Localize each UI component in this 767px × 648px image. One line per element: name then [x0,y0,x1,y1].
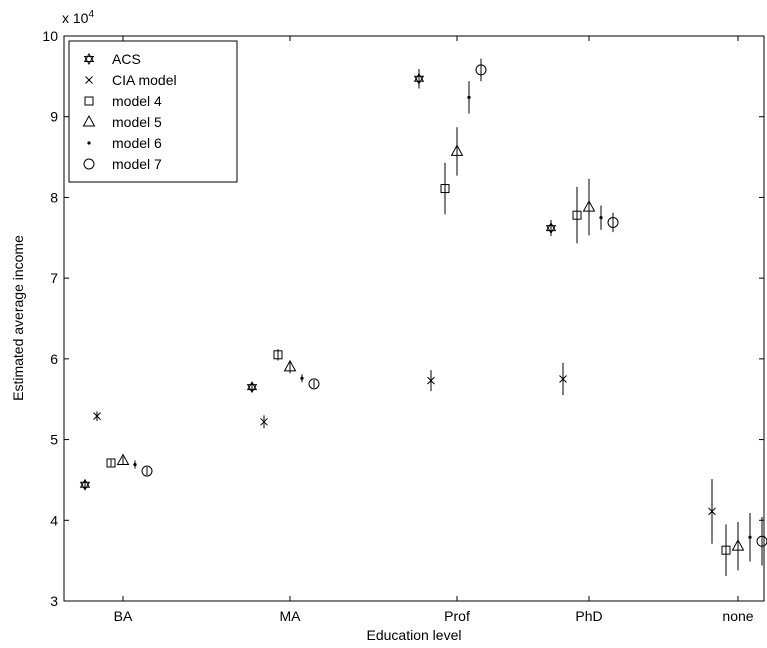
x-tick-label: PhD [575,608,602,624]
legend-box [68,40,238,183]
data-point-square [106,458,116,468]
y-axis-title: Estimated average income [10,235,26,401]
legend-label: model 4 [112,93,162,109]
data-point-x [427,376,435,385]
y-tick-label: 3 [50,593,58,609]
legend-label: ACS [112,51,141,67]
data-marks [79,58,767,576]
y-tick-label: 4 [50,512,58,528]
legend-marker-square [84,96,94,106]
data-point-x [260,417,268,426]
legend-marker-dot [87,141,91,145]
legend-marker-triangle [82,114,96,127]
data-point-triangle [731,539,745,551]
data-point-circle [141,465,153,477]
x-tick-label: Prof [444,608,470,624]
y-exponent-label: x 104 [62,9,94,26]
data-point-triangle [116,453,130,466]
y-tick-label: 10 [42,28,58,44]
legend-label: model 6 [112,135,162,151]
legend-marker-hexagram [83,52,95,66]
data-point-circle [607,216,619,228]
data-point-square [440,184,450,194]
data-point-hexagram [413,72,425,85]
x-axis: BA MA Prof PhD none [114,36,754,624]
data-point-x [708,507,716,516]
data-point-dot [133,462,137,467]
data-point-dot [748,535,752,539]
x-tick-label: MA [280,608,302,624]
legend-marker-x [85,76,93,84]
legend-label: model 5 [112,114,162,130]
data-point-hexagram [246,381,258,394]
legend: ACS CIA model model 4 model 5 model 6 model 7 [68,40,238,183]
x-tick-label: none [722,608,753,624]
y-tick-label: 6 [50,351,58,367]
data-point-x [559,375,567,383]
data-point-triangle [283,359,297,372]
x-axis-title: Education level [367,627,462,643]
data-point-circle [756,535,767,547]
legend-label: model 7 [112,156,162,172]
data-point-square [273,350,283,360]
y-tick-label: 8 [50,189,58,205]
data-point-hexagram [545,222,557,235]
y-tick-label: 7 [50,270,58,286]
data-point-square [572,210,582,220]
legend-label: CIA model [112,72,177,88]
data-point-x [93,412,101,421]
legend-marker-circle [83,158,95,170]
data-point-square [721,545,731,555]
y-tick-label: 5 [50,432,58,448]
data-point-dot [599,216,603,220]
x-tick-label: BA [114,608,133,624]
plot-area-frame [63,35,765,602]
data-point-dot [467,95,471,99]
data-point-dot [300,376,304,380]
data-point-circle [475,64,487,76]
data-point-triangle [582,200,596,212]
y-tick-label: 9 [50,109,58,125]
data-point-triangle [450,144,464,156]
data-point-hexagram [79,478,91,491]
data-point-circle [308,378,320,390]
